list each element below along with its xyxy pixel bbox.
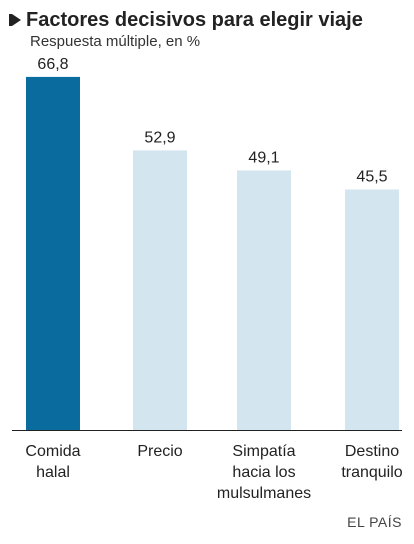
bar-2 [133, 150, 187, 430]
category-label-4: Destino tranquilo [341, 443, 402, 481]
value-label-4: 45,5 [356, 169, 387, 186]
bar-1 [26, 76, 80, 431]
value-label-3: 49,1 [248, 149, 279, 166]
category-label-3: Simpatía hacia los mulsulmanes [217, 443, 311, 502]
bar-4 [345, 189, 399, 430]
chart-subtitle: Respuesta múltiple, en % [30, 33, 201, 50]
title-marker-icon [9, 14, 21, 26]
chart-title: Factores decisivos para elegir viaje [26, 9, 363, 31]
source-credit: EL PAÍS [347, 514, 402, 530]
bar-3 [237, 170, 291, 430]
chart-title-row: Factores decisivos para elegir viaje [9, 8, 363, 32]
category-label-2: Precio [137, 443, 182, 460]
value-label-1: 66,8 [37, 56, 68, 73]
value-label-2: 52,9 [144, 129, 175, 146]
category-label-1: Comida halal [25, 443, 80, 481]
